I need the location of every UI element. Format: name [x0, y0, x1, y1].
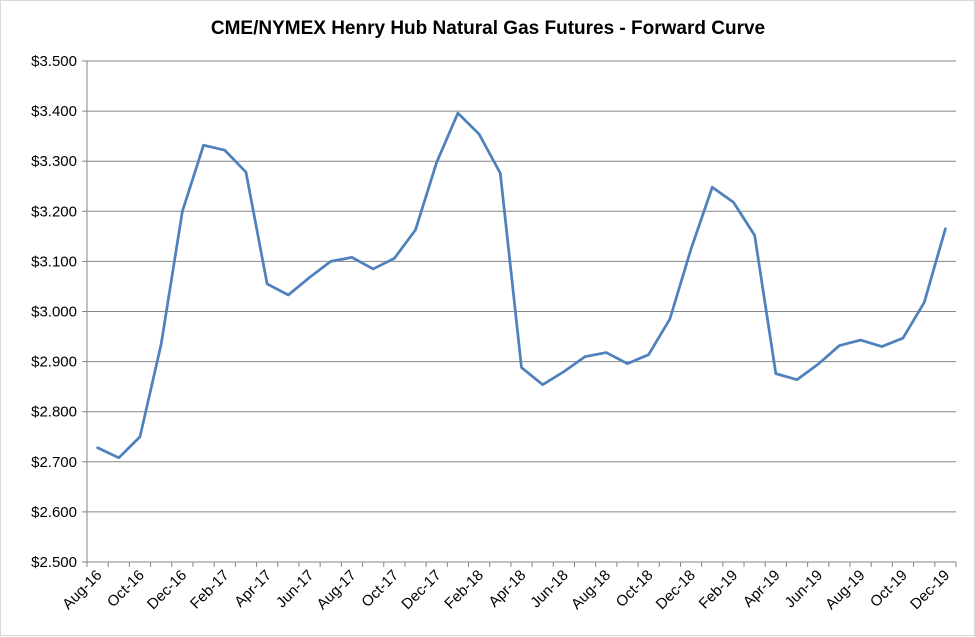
x-tick-label: Dec-19	[907, 567, 953, 613]
x-tick-label: Oct-17	[358, 567, 402, 611]
data-point	[138, 435, 142, 438]
x-tick-label: Apr-17	[231, 567, 275, 611]
data-point	[689, 247, 693, 251]
data-point	[223, 148, 226, 152]
data-point	[308, 276, 311, 279]
y-tick-label: $2.500	[31, 554, 77, 571]
data-point	[626, 362, 629, 365]
data-point	[944, 227, 947, 231]
x-tick-label: Aug-18	[568, 567, 614, 613]
data-point	[711, 186, 714, 189]
data-point	[795, 378, 799, 381]
x-tick-label: Jun-17	[273, 567, 317, 611]
y-tick-labels: $2.500 $2.600 $2.700 $2.800 $2.900 $3.000 $3.1…	[31, 53, 77, 571]
x-tick-label: Aug-16	[59, 567, 105, 613]
data-point	[96, 446, 99, 449]
y-tick-label: $3.300	[31, 153, 77, 170]
series-layer	[96, 111, 947, 460]
data-point	[753, 234, 756, 237]
data-point	[541, 383, 544, 386]
data-point	[456, 111, 460, 115]
data-point	[371, 267, 375, 271]
data-point	[838, 344, 841, 347]
data-point	[393, 257, 396, 260]
x-tick-labels: Aug-16Oct-16Dec-16Feb-17Apr-17Jun-17Aug-…	[59, 567, 953, 613]
data-point	[414, 228, 417, 232]
data-point	[287, 293, 290, 297]
y-tick-label: $3.200	[31, 203, 77, 220]
x-tick-label: Jun-18	[527, 567, 571, 611]
data-point	[668, 317, 672, 321]
x-tick-label: Feb-17	[187, 567, 233, 613]
y-tick-label: $2.900	[31, 354, 77, 371]
y-tick-label: $3.000	[31, 304, 77, 321]
data-point	[117, 456, 120, 459]
data-point	[329, 260, 332, 263]
data-point	[583, 355, 587, 358]
x-tick-label: Feb-19	[696, 567, 742, 613]
x-tick-label: Dec-18	[653, 567, 699, 613]
x-tick-label: Oct-16	[104, 567, 148, 611]
x-tick-label: Dec-16	[144, 567, 190, 613]
x-tick-label: Jun-19	[782, 567, 826, 611]
data-point	[202, 143, 205, 147]
data-point	[499, 172, 502, 175]
x-tick-label: Dec-17	[398, 567, 444, 613]
x-tick-label: Feb-18	[441, 567, 487, 613]
y-tick-label: $3.500	[31, 53, 77, 70]
data-point	[732, 201, 735, 204]
grid-layer	[87, 60, 956, 563]
data-point	[477, 132, 481, 136]
axis-layer	[82, 60, 957, 567]
x-tick-label: Aug-19	[822, 567, 868, 613]
data-point	[605, 351, 608, 354]
y-tick-label: $2.700	[31, 454, 77, 471]
y-tick-label: $3.400	[31, 103, 77, 120]
data-point	[350, 256, 354, 259]
data-point	[647, 353, 650, 356]
y-tick-label: $3.100	[31, 253, 77, 270]
data-point	[435, 161, 438, 164]
x-tick-label: Aug-17	[314, 567, 360, 613]
data-point	[880, 345, 884, 348]
x-tick-label: Oct-19	[867, 567, 911, 611]
data-point	[244, 171, 248, 174]
y-tick-label: $2.800	[31, 404, 77, 421]
data-point	[923, 301, 926, 304]
data-point	[562, 370, 566, 373]
data-point	[520, 366, 523, 369]
data-point	[901, 336, 905, 340]
data-point	[859, 338, 862, 342]
series-line	[96, 111, 947, 460]
data-point	[774, 372, 778, 375]
data-point	[265, 282, 269, 286]
y-tick-label: $2.600	[31, 504, 77, 521]
data-point	[817, 362, 820, 366]
data-point	[181, 210, 184, 213]
x-tick-label: Apr-18	[485, 567, 529, 611]
chart-title: CME/NYMEX Henry Hub Natural Gas Futures …	[211, 18, 765, 39]
data-point	[159, 342, 163, 346]
x-tick-label: Apr-19	[740, 567, 784, 611]
x-tick-label: Oct-18	[613, 567, 657, 611]
